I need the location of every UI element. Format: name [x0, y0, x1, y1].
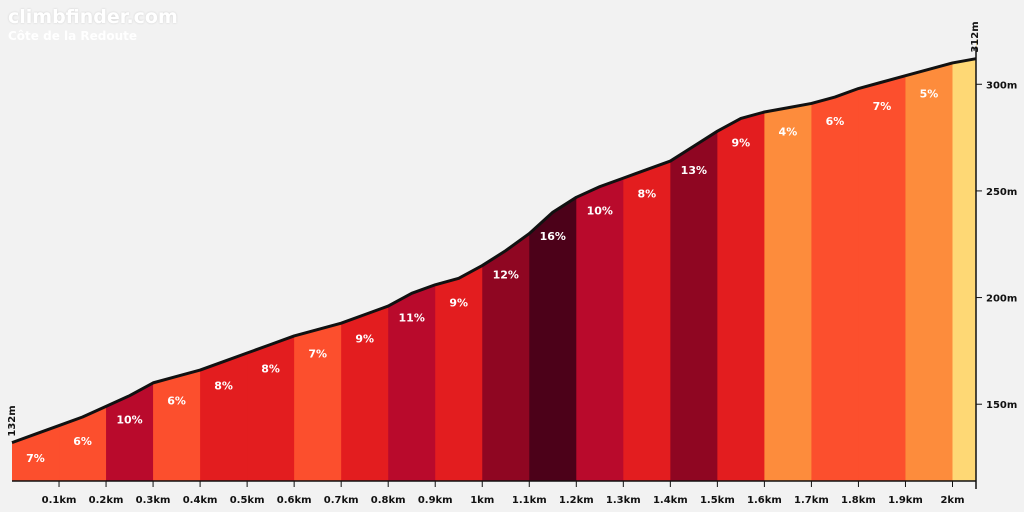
gradient-segment: [764, 40, 812, 481]
grade-labels: 7% 6% 10% 6% 8% 8% 7% 9% 11% 9% 12% 16% 10% 8% 13% 9% 4%…: [26, 87, 938, 465]
x-tick-label: 2km: [940, 495, 964, 506]
x-tick-label: 0.9km: [418, 495, 453, 506]
grade-label: 13%: [681, 164, 707, 177]
x-tick-label: 1.2km: [559, 495, 594, 506]
x-tick-label: 1.6km: [747, 495, 782, 506]
gradient-segment: [952, 40, 977, 481]
gradient-segment: [858, 40, 906, 481]
x-tick-label: 1.3km: [606, 495, 641, 506]
grade-label: 12%: [493, 269, 519, 282]
y-tick-label: 200m: [986, 294, 1017, 305]
grade-label: 6%: [826, 115, 845, 128]
sky-area: [12, 0, 976, 443]
x-tick-label: 1.1km: [512, 495, 547, 506]
x-tick-label: 1.4km: [653, 495, 688, 506]
grade-label: 5%: [920, 87, 939, 100]
x-tick-label: 0.3km: [136, 495, 171, 506]
x-axis-ticks: 0.1km 0.2km 0.3km 0.4km 0.5km 0.6km 0.7km 0.8km…: [42, 481, 965, 506]
grade-label: 9%: [732, 136, 751, 149]
x-tick-label: 1km: [470, 495, 494, 506]
grade-label: 11%: [399, 311, 425, 324]
y-axis-ticks: 150m 200m 250m 300m: [976, 80, 1017, 411]
grade-label: 7%: [26, 452, 45, 465]
grade-label: 4%: [779, 126, 798, 139]
grade-label: 8%: [214, 380, 233, 393]
gradient-segment: [811, 40, 859, 481]
grade-label: 8%: [637, 188, 656, 201]
x-tick-label: 1.8km: [841, 495, 876, 506]
grade-label: 9%: [449, 296, 468, 309]
x-tick-label: 1.5km: [700, 495, 735, 506]
y-tick-label: 150m: [986, 400, 1017, 411]
y-tick-label: 300m: [986, 80, 1017, 91]
grade-label: 16%: [540, 230, 566, 243]
x-tick-label: 0.1km: [42, 495, 77, 506]
gradient-segment: [905, 40, 953, 481]
profile-line: [11, 57, 977, 445]
start-elevation-label: 132m: [7, 405, 18, 436]
x-tick-label: 0.6km: [277, 495, 312, 506]
x-tick-label: 0.5km: [230, 495, 265, 506]
grade-label: 7%: [873, 100, 892, 113]
grade-label: 9%: [355, 333, 374, 346]
grade-label: 8%: [261, 362, 280, 375]
x-tick-label: 1.9km: [888, 495, 923, 506]
grade-label: 10%: [116, 414, 142, 427]
brand-logo-text[interactable]: climbfinder.com: [8, 6, 178, 28]
climb-title: Côte de la Redoute: [8, 29, 138, 43]
x-tick-label: 0.8km: [371, 495, 406, 506]
x-tick-label: 1.7km: [794, 495, 829, 506]
x-tick-label: 0.7km: [324, 495, 359, 506]
grade-label: 6%: [167, 394, 186, 407]
grade-label: 7%: [308, 348, 327, 361]
end-elevation-label: 312m: [970, 21, 981, 52]
grade-label: 6%: [73, 435, 92, 448]
y-tick-label: 250m: [986, 187, 1017, 198]
x-tick-label: 0.4km: [183, 495, 218, 506]
x-tick-label: 0.2km: [89, 495, 124, 506]
grade-label: 10%: [587, 205, 613, 218]
